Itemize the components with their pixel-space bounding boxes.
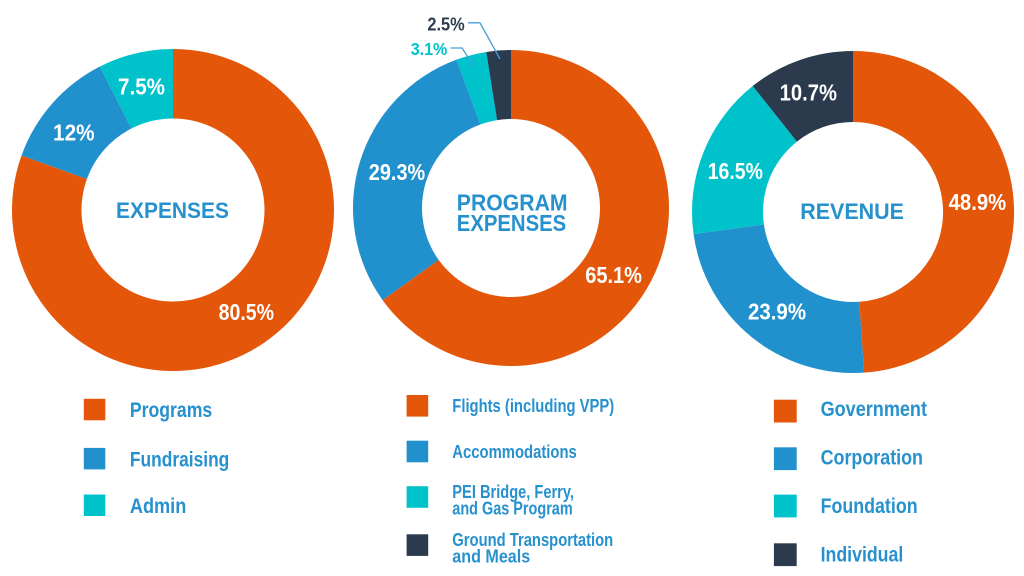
svg-text:Government: Government	[821, 398, 927, 421]
svg-text:Flights (including VPP): Flights (including VPP)	[452, 395, 614, 416]
svg-text:3.1%: 3.1%	[411, 39, 448, 59]
svg-text:EXPENSES: EXPENSES	[116, 198, 229, 223]
svg-text:Individual: Individual	[821, 543, 904, 566]
svg-text:Corporation: Corporation	[821, 446, 923, 469]
svg-text:80.5%: 80.5%	[219, 299, 274, 325]
svg-text:12%: 12%	[53, 120, 95, 146]
svg-text:2.5%: 2.5%	[427, 15, 464, 35]
svg-text:PEI Bridge, Ferry,: PEI Bridge, Ferry,	[452, 481, 574, 502]
svg-text:16.5%: 16.5%	[708, 158, 763, 184]
svg-text:10.7%: 10.7%	[780, 80, 837, 106]
svg-text:REVENUE: REVENUE	[800, 199, 904, 224]
svg-text:Ground Transportation: Ground Transportation	[452, 529, 613, 550]
svg-text:Foundation: Foundation	[821, 495, 918, 518]
svg-text:Accommodations: Accommodations	[452, 441, 577, 462]
svg-text:Programs: Programs	[130, 399, 212, 422]
svg-text:7.5%: 7.5%	[118, 73, 165, 99]
svg-text:48.9%: 48.9%	[949, 189, 1007, 215]
svg-text:and Gas Program: and Gas Program	[452, 497, 572, 518]
svg-text:and Meals: and Meals	[452, 546, 530, 567]
svg-text:65.1%: 65.1%	[585, 262, 642, 288]
svg-text:23.9%: 23.9%	[748, 299, 806, 325]
svg-text:EXPENSES: EXPENSES	[457, 210, 566, 236]
svg-text:Fundraising: Fundraising	[130, 448, 229, 471]
svg-text:PROGRAM: PROGRAM	[457, 189, 568, 215]
svg-text:29.3%: 29.3%	[369, 159, 425, 185]
svg-text:Admin: Admin	[130, 495, 186, 518]
